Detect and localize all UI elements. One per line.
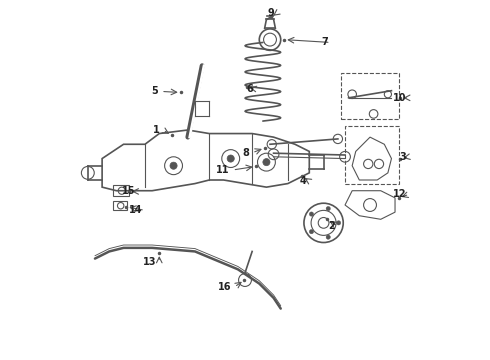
Text: 14: 14 bbox=[128, 205, 142, 215]
Text: 9: 9 bbox=[268, 8, 274, 18]
Circle shape bbox=[309, 212, 314, 216]
Text: 5: 5 bbox=[151, 86, 158, 96]
Text: 10: 10 bbox=[393, 93, 407, 103]
Text: 6: 6 bbox=[246, 84, 253, 94]
Circle shape bbox=[326, 235, 330, 239]
Text: 11: 11 bbox=[216, 165, 230, 175]
Text: 7: 7 bbox=[321, 37, 328, 48]
Circle shape bbox=[170, 162, 177, 169]
Text: 8: 8 bbox=[243, 148, 249, 158]
Circle shape bbox=[309, 230, 314, 234]
Bar bbox=[345, 126, 398, 184]
Bar bbox=[342, 73, 398, 119]
Circle shape bbox=[337, 221, 341, 225]
Text: 2: 2 bbox=[328, 221, 335, 231]
Text: 16: 16 bbox=[218, 282, 231, 292]
Text: 13: 13 bbox=[143, 257, 156, 267]
Text: 1: 1 bbox=[153, 125, 160, 135]
Circle shape bbox=[326, 206, 330, 211]
Bar bbox=[113, 185, 129, 196]
Text: 12: 12 bbox=[393, 189, 407, 199]
Text: 4: 4 bbox=[300, 176, 306, 186]
Text: 15: 15 bbox=[122, 186, 135, 197]
Bar bbox=[113, 202, 127, 210]
Text: 3: 3 bbox=[400, 152, 407, 162]
Circle shape bbox=[227, 155, 234, 162]
Circle shape bbox=[263, 158, 270, 166]
